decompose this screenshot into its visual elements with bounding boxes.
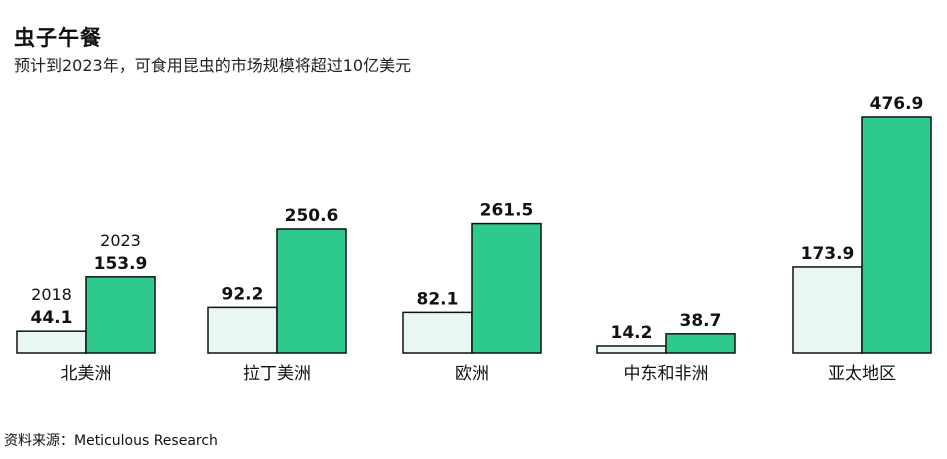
bar-2018-3 — [402, 311, 473, 354]
category-label-2: 拉丁美洲 — [243, 364, 311, 384]
bar-2018-4 — [596, 345, 667, 354]
bar-2018-5 — [792, 266, 863, 354]
category-label-4: 中东和非洲 — [624, 364, 709, 384]
value-label-2018-5: 173.9 — [801, 244, 855, 264]
value-label-2023-1: 153.9 — [94, 254, 148, 274]
value-label-2023-3: 261.5 — [480, 201, 534, 221]
bar-2023-3 — [471, 222, 542, 354]
chart-subtitle: 预计到2023年，可食用昆虫的市场规模将超过10亿美元 — [14, 56, 412, 75]
value-label-2018-4: 14.2 — [611, 323, 653, 343]
bar-2018-2 — [207, 306, 278, 354]
chart-title: 虫子午餐 — [14, 26, 102, 50]
value-label-2023-5: 476.9 — [870, 94, 924, 114]
bar-2023-4 — [665, 333, 736, 354]
value-label-2018-3: 82.1 — [417, 289, 459, 309]
category-label-1: 北美洲 — [61, 364, 112, 384]
bar-2023-2 — [276, 228, 347, 354]
source-note: 资料来源：Meticulous Research — [4, 433, 218, 449]
value-label-2018-1: 44.1 — [31, 308, 73, 328]
value-label-2023-4: 38.7 — [680, 311, 722, 331]
series-name-label-2018: 2018 — [31, 285, 72, 304]
value-label-2023-2: 250.6 — [285, 206, 339, 226]
bar-2023-1 — [85, 276, 156, 354]
bar-2023-5 — [861, 116, 932, 354]
bar-2018-1 — [16, 330, 87, 354]
category-label-5: 亚太地区 — [828, 364, 896, 384]
category-label-3: 欧洲 — [455, 364, 489, 384]
value-label-2018-2: 92.2 — [222, 284, 264, 304]
series-name-label-2023: 2023 — [100, 231, 141, 250]
